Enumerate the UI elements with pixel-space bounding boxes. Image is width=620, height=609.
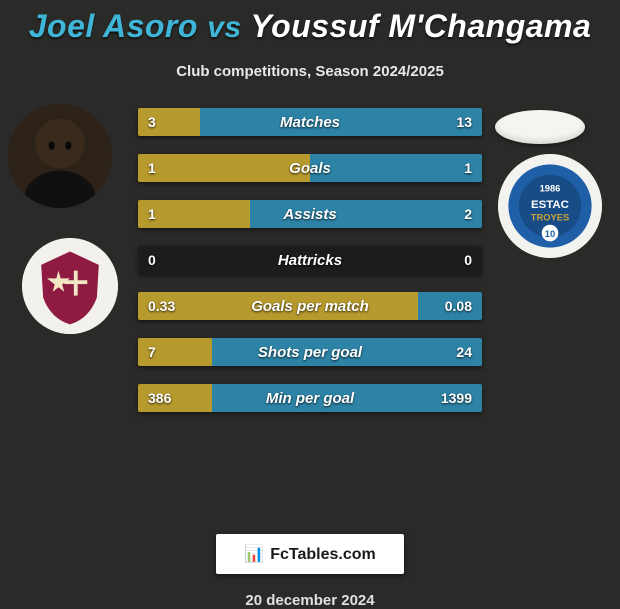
stat-bar-left bbox=[138, 108, 200, 136]
date-label: 20 december 2024 bbox=[0, 592, 620, 609]
stat-bar-right bbox=[310, 154, 482, 182]
stat-bar-right bbox=[212, 338, 482, 366]
person-icon bbox=[8, 104, 112, 208]
stat-bar-left bbox=[138, 154, 310, 182]
stat-value-right: 0 bbox=[454, 246, 482, 274]
player1-avatar bbox=[8, 104, 112, 208]
stat-bar-left bbox=[138, 200, 250, 228]
svg-text:10: 10 bbox=[545, 229, 555, 239]
player2-name: Youssuf M'Changama bbox=[250, 8, 591, 44]
stat-bar-left bbox=[138, 338, 212, 366]
stat-bar-left bbox=[138, 292, 418, 320]
player1-name: Joel Asoro bbox=[29, 8, 198, 44]
svg-text:TROYES: TROYES bbox=[531, 213, 569, 223]
stat-row: 0.330.08Goals per match bbox=[138, 292, 482, 320]
stat-label: Hattricks bbox=[138, 246, 482, 274]
comparison-title: Joel Asoro vs Youssuf M'Changama bbox=[0, 8, 620, 45]
subtitle: Club competitions, Season 2024/2025 bbox=[0, 63, 620, 80]
source-badge-wrap: 📊 FcTables.com bbox=[0, 534, 620, 574]
title-block: Joel Asoro vs Youssuf M'Changama Club co… bbox=[0, 0, 620, 80]
player2-club-crest: 1986 ESTAC TROYES 10 bbox=[498, 154, 602, 258]
source-text: FcTables.com bbox=[270, 546, 376, 563]
stat-value-left: 0 bbox=[138, 246, 166, 274]
stat-row: 3861399Min per goal bbox=[138, 384, 482, 412]
stat-row: 313Matches bbox=[138, 108, 482, 136]
stat-bar-right bbox=[250, 200, 482, 228]
stat-bar-right bbox=[200, 108, 482, 136]
svg-text:ESTAC: ESTAC bbox=[531, 199, 569, 211]
stat-bar-right bbox=[418, 292, 482, 320]
stat-row: 0 0Hattricks bbox=[138, 246, 482, 274]
svg-text:1986: 1986 bbox=[540, 183, 561, 193]
stat-row: 11Goals bbox=[138, 154, 482, 182]
crest-icon bbox=[22, 238, 118, 334]
vs-separator: vs bbox=[207, 11, 241, 44]
chart-icon: 📊 bbox=[244, 546, 264, 563]
player2-avatar-placeholder bbox=[495, 110, 585, 144]
stat-bars: 313Matches 11Goals 12Assists 0 0Hattricks 0.3… bbox=[138, 108, 482, 430]
comparison-stage: 1986 ESTAC TROYES 10 313Matches 11Goals 12… bbox=[0, 98, 620, 528]
stat-bar-right bbox=[212, 384, 482, 412]
stat-bar-left bbox=[138, 384, 212, 412]
crest-icon: 1986 ESTAC TROYES 10 bbox=[498, 154, 602, 258]
player1-club-crest bbox=[22, 238, 118, 334]
stat-row: 724Shots per goal bbox=[138, 338, 482, 366]
source-badge: 📊 FcTables.com bbox=[216, 534, 403, 574]
stat-row: 12Assists bbox=[138, 200, 482, 228]
